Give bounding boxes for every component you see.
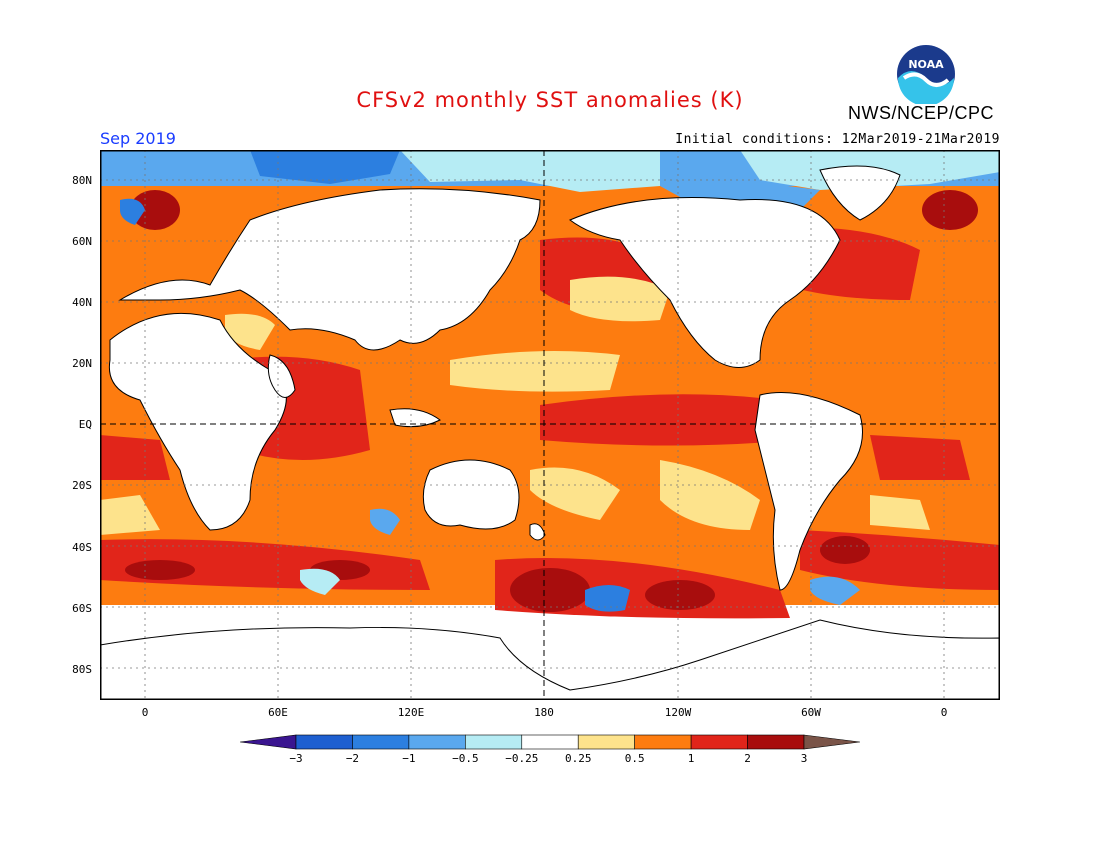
colorbar-segment: [408, 734, 466, 750]
graticule: [100, 150, 1000, 700]
equator-dateline: [100, 150, 1000, 700]
colorbar-label: −0.25: [505, 752, 539, 765]
arctic-light-patch: [400, 150, 660, 192]
antarctica-land: [100, 619, 1000, 700]
colorbar-label: −2: [345, 752, 360, 765]
x-tick-label: 120W: [664, 706, 692, 719]
colorbar-segment: [690, 734, 748, 750]
eurasia-land: [118, 188, 541, 351]
colorbar-segment: [577, 734, 635, 750]
initial-conditions: Initial conditions: 12Mar2019-21Mar2019: [675, 132, 1000, 147]
colorbar-label: 0.5: [624, 752, 645, 765]
y-tick-label: 80S: [72, 663, 92, 676]
x-tick-label: 180: [534, 706, 554, 719]
colorbar-segment: [803, 734, 860, 750]
equatorial-pacific-warm: [540, 394, 770, 446]
colorbar-segment: [295, 734, 353, 750]
y-tick-label: 80N: [72, 174, 92, 187]
colorbar-label: −1: [402, 752, 416, 765]
y-tick-label: 40S: [72, 541, 92, 554]
map-frame: [100, 150, 1000, 700]
colorbar: [240, 734, 860, 750]
noaa-logo-icon: NOAA: [897, 45, 955, 104]
map-title: CFSv2 monthly SST anomalies (K): [356, 88, 744, 112]
y-tick-label: 20S: [72, 479, 92, 492]
x-tick-label: 0: [141, 706, 149, 719]
y-tick-label: EQ: [78, 418, 92, 431]
y-tick-label: 40N: [72, 296, 92, 309]
north-pacific-yellow: [450, 351, 620, 392]
colorbar-label: 1: [687, 752, 695, 765]
north-america-land: [569, 197, 841, 368]
y-tick-label: 60S: [72, 602, 92, 615]
africa-land: [108, 312, 287, 531]
australia-land: [422, 459, 520, 530]
colorbar-segment: [465, 734, 523, 750]
forecast-month: Sep 2019: [100, 129, 176, 148]
x-tick-label: 120E: [397, 706, 425, 719]
colorbar-segment: [240, 734, 297, 750]
colorbar-label: −0.5: [452, 752, 479, 765]
colorbar-segment: [634, 734, 692, 750]
south-america-land: [754, 392, 863, 591]
colorbar-segment: [352, 734, 410, 750]
x-tick-label: 60W: [801, 706, 821, 719]
colorbar-label: −3: [289, 752, 303, 765]
sst-anomaly-map: [100, 150, 1000, 700]
y-tick-label: 60N: [72, 235, 92, 248]
colorbar-label: 2: [744, 752, 751, 765]
colorbar-segment: [521, 734, 579, 750]
x-tick-label: 0: [940, 706, 948, 719]
south-pacific-cold-patch: [585, 585, 630, 612]
org-label: NWS/NCEP/CPC: [848, 103, 995, 123]
svg-text:NOAA: NOAA: [908, 58, 944, 71]
land: [100, 165, 1000, 700]
colorbar-segment: [747, 734, 805, 750]
colorbar-label: 3: [800, 752, 808, 765]
colorbar-label: 0.25: [564, 752, 592, 765]
y-tick-label: 20N: [72, 357, 92, 370]
x-tick-label: 60E: [268, 706, 288, 719]
